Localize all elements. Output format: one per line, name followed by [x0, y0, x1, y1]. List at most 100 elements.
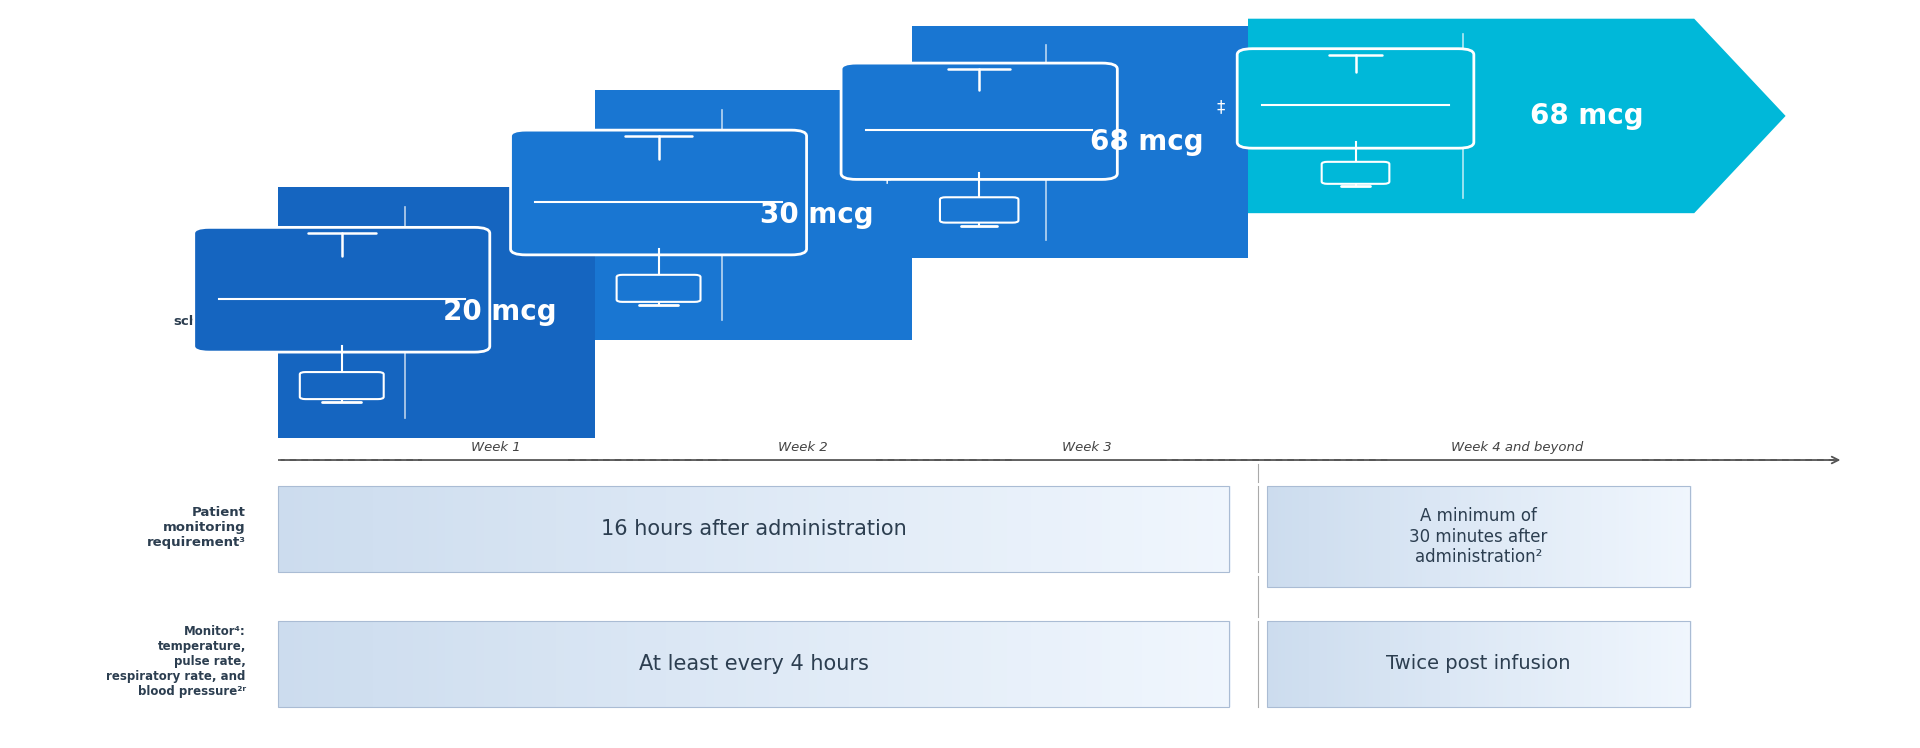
Text: Week 2: Week 2 — [778, 441, 828, 454]
Text: Monitor⁴:
temperature,
pulse rate,
respiratory rate, and
blood pressure²ʳ: Monitor⁴: temperature, pulse rate, respi… — [106, 625, 246, 699]
Bar — [1206, 621, 1215, 707]
Bar — [1284, 486, 1290, 587]
Bar — [1644, 621, 1649, 707]
Bar — [1006, 486, 1018, 572]
Bar — [278, 621, 1229, 707]
Bar — [461, 486, 470, 572]
Bar — [588, 486, 597, 572]
Bar — [927, 621, 937, 707]
Bar — [1517, 621, 1523, 707]
Bar — [1054, 486, 1064, 572]
Bar — [547, 621, 557, 707]
Bar — [1492, 486, 1498, 587]
Bar — [912, 486, 922, 572]
Bar — [770, 621, 780, 707]
Bar — [390, 486, 399, 572]
Bar — [737, 621, 747, 707]
Bar — [1039, 486, 1048, 572]
Bar — [998, 621, 1010, 707]
Bar — [492, 486, 503, 572]
Bar — [1571, 486, 1574, 587]
FancyBboxPatch shape — [194, 227, 490, 352]
Bar — [943, 486, 954, 572]
Bar — [714, 486, 724, 572]
Bar — [532, 486, 541, 572]
Bar — [420, 486, 430, 572]
Bar — [397, 621, 407, 707]
Bar — [960, 486, 970, 572]
Bar — [1436, 486, 1442, 587]
Bar — [1576, 486, 1582, 587]
Bar — [1309, 621, 1315, 707]
Bar — [666, 621, 676, 707]
Bar — [1369, 486, 1375, 587]
Bar — [1334, 621, 1340, 707]
Bar — [1352, 486, 1357, 587]
Bar — [1630, 486, 1636, 587]
Bar — [1340, 486, 1346, 587]
Bar — [960, 621, 970, 707]
Bar — [1453, 486, 1459, 587]
Bar — [1555, 486, 1561, 587]
Text: Twice post infusion: Twice post infusion — [1386, 654, 1571, 673]
Bar — [904, 486, 914, 572]
Bar — [1622, 486, 1628, 587]
Bar — [1521, 621, 1526, 707]
Bar — [1469, 486, 1473, 587]
Bar — [278, 486, 1229, 572]
Bar — [476, 486, 486, 572]
Bar — [1574, 621, 1578, 707]
Bar — [294, 486, 303, 572]
Bar — [484, 486, 493, 572]
Bar — [1542, 486, 1548, 587]
Bar — [1490, 486, 1494, 587]
Bar — [1402, 486, 1405, 587]
Bar — [1678, 486, 1684, 587]
Bar — [1394, 621, 1400, 707]
Bar — [405, 621, 415, 707]
Bar — [1165, 486, 1175, 572]
Bar — [1296, 486, 1302, 587]
Bar — [1659, 621, 1663, 707]
Bar — [1221, 621, 1231, 707]
Bar — [1279, 621, 1283, 707]
Bar — [532, 621, 541, 707]
Bar — [699, 486, 708, 572]
Bar — [826, 486, 835, 572]
Bar — [1298, 486, 1304, 587]
Bar — [1306, 486, 1311, 587]
Bar — [674, 621, 684, 707]
Bar — [420, 621, 430, 707]
Bar — [904, 621, 914, 707]
Bar — [1023, 486, 1033, 572]
Bar — [540, 621, 549, 707]
Bar — [1665, 621, 1670, 707]
Bar — [1509, 486, 1515, 587]
Bar — [1492, 621, 1498, 707]
Bar — [509, 621, 518, 707]
Bar — [1453, 621, 1459, 707]
Bar — [1580, 621, 1586, 707]
Bar — [808, 486, 818, 572]
Bar — [691, 621, 701, 707]
Bar — [1359, 486, 1363, 587]
Bar — [1213, 486, 1223, 572]
Bar — [793, 486, 803, 572]
Bar — [1559, 621, 1565, 707]
Bar — [841, 621, 851, 707]
Bar — [595, 90, 912, 340]
Bar — [1087, 486, 1096, 572]
Bar — [349, 486, 359, 572]
Bar — [770, 486, 780, 572]
Bar — [1363, 486, 1367, 587]
Bar — [595, 621, 605, 707]
Bar — [1348, 621, 1354, 707]
Bar — [1676, 621, 1682, 707]
Bar — [975, 621, 985, 707]
Bar — [1188, 486, 1198, 572]
Bar — [1213, 621, 1223, 707]
Text: Dosing
schedule²: Dosing schedule² — [173, 300, 246, 328]
Text: Week 1: Week 1 — [470, 441, 520, 454]
Bar — [626, 486, 637, 572]
Bar — [1594, 621, 1599, 707]
